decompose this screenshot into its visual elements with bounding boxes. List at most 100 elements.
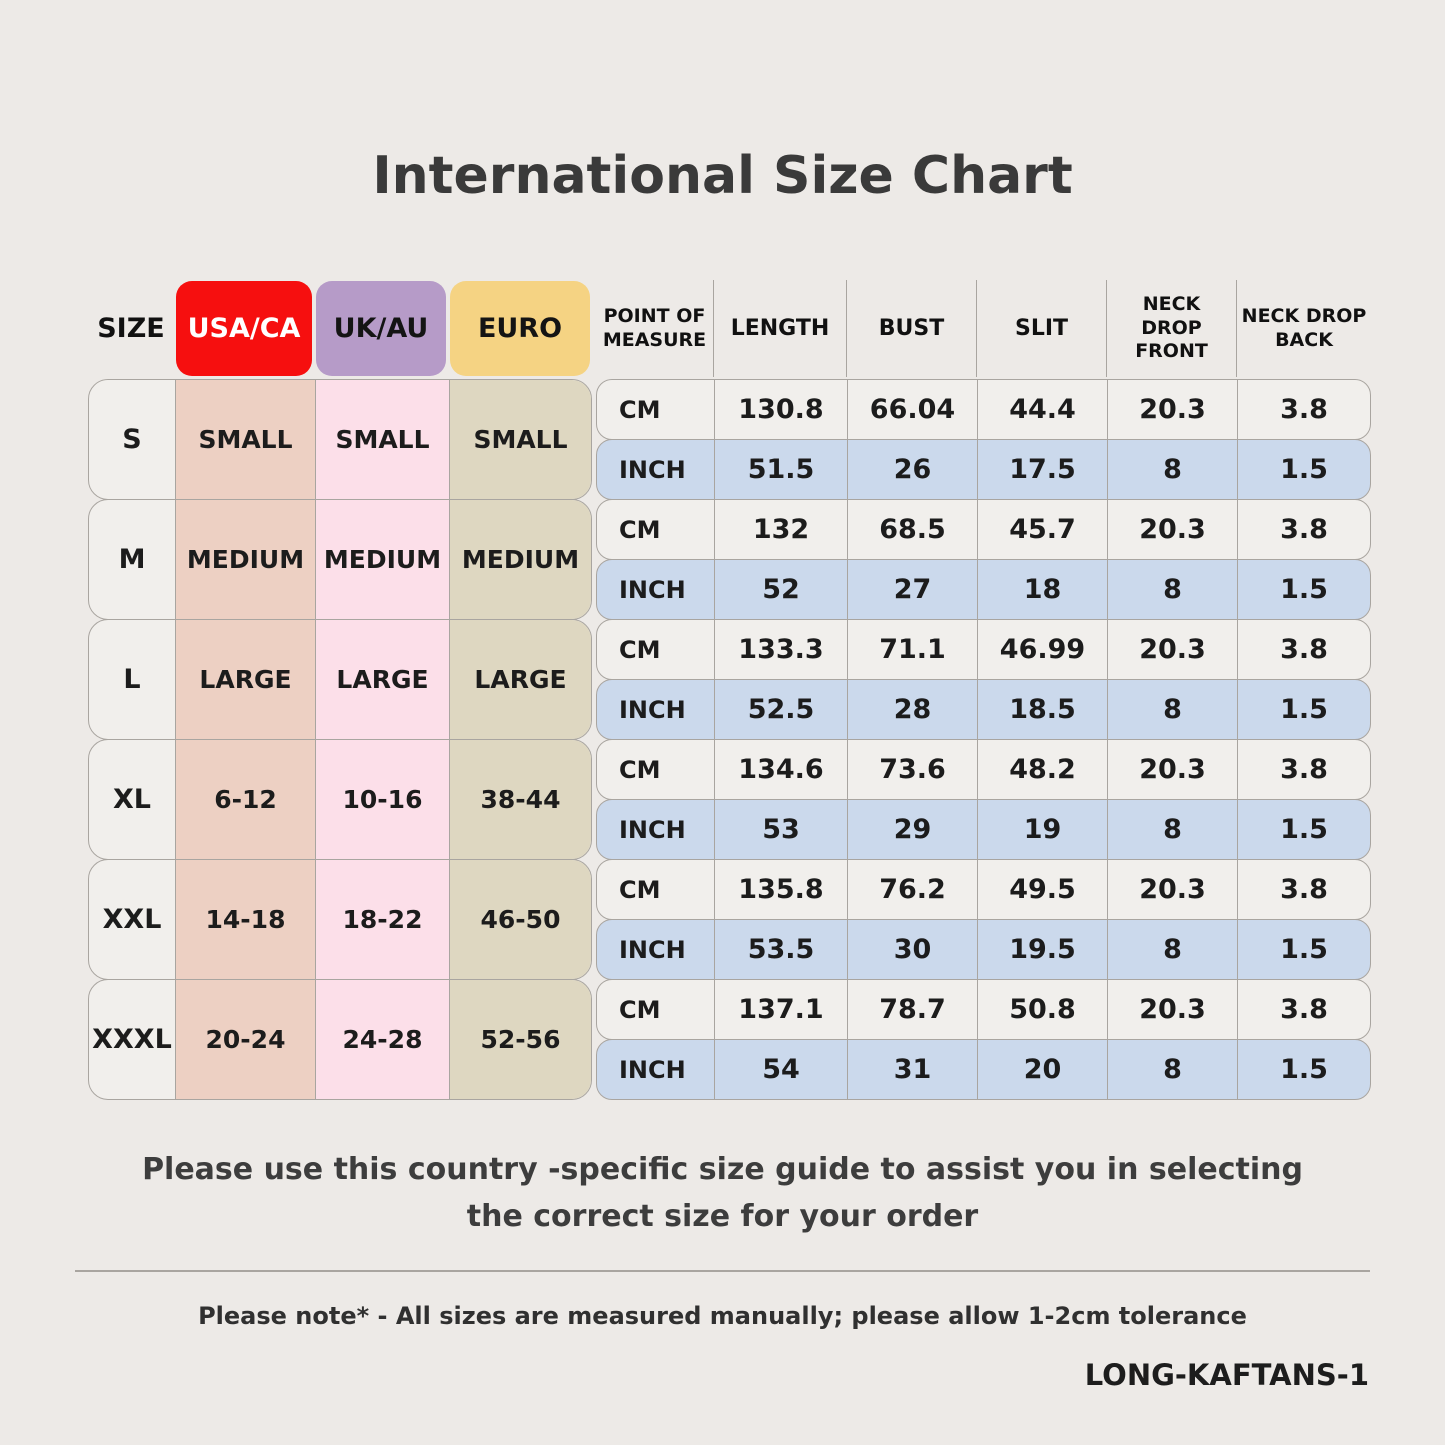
size-row-m: M MEDIUM MEDIUM MEDIUM <box>88 499 592 620</box>
bust-value: 29 <box>847 800 977 859</box>
neck-drop-front-value: 8 <box>1107 800 1237 859</box>
slit-value: 45.7 <box>977 500 1107 559</box>
bust-value: 30 <box>847 920 977 979</box>
inch-row: INCH 53 29 19 8 1.5 <box>596 799 1371 860</box>
unit-label-cm: CM <box>619 515 661 544</box>
measure-header-row: POINT OF MEASURE LENGTH BUST SLIT NECK D… <box>596 280 1371 377</box>
size-table-header-row: SIZE USA/CA UK/AU EURO <box>88 280 592 377</box>
bust-value: 73.6 <box>847 740 977 799</box>
neck-drop-front-value: 20.3 <box>1107 740 1237 799</box>
unit-label-inch: INCH <box>619 695 686 724</box>
usa-size-cell: 14-18 <box>175 860 315 979</box>
length-value: 52.5 <box>714 680 847 739</box>
slit-value: 46.99 <box>977 620 1107 679</box>
size-label: L <box>123 664 141 695</box>
tolerance-note: Please note* - All sizes are measured ma… <box>198 1302 1247 1330</box>
usa-size-cell: SMALL <box>175 380 315 499</box>
bust-value: 76.2 <box>847 860 977 919</box>
neck-drop-back-value: 1.5 <box>1237 920 1370 979</box>
usa-size-cell: 20-24 <box>175 980 315 1099</box>
measurements-table: POINT OF MEASURE LENGTH BUST SLIT NECK D… <box>596 280 1371 1100</box>
measure-block-xxl: CM 135.8 76.2 49.5 20.3 3.8 INCH 53.5 30… <box>596 859 1371 980</box>
uk-size-cell: LARGE <box>315 620 449 739</box>
unit-label-cm: CM <box>619 635 661 664</box>
neck-drop-front-value: 20.3 <box>1107 860 1237 919</box>
size-row-xl: XL 6-12 10-16 38-44 <box>88 739 592 860</box>
neck-drop-back-value: 1.5 <box>1237 440 1370 499</box>
neck-drop-front-value: 20.3 <box>1107 500 1237 559</box>
bust-value: 26 <box>847 440 977 499</box>
neck-drop-back-value: 1.5 <box>1237 560 1370 619</box>
point-of-measure-header: POINT OF MEASURE <box>602 304 707 351</box>
slit-value: 19 <box>977 800 1107 859</box>
measure-block-l: CM 133.3 71.1 46.99 20.3 3.8 INCH 52.5 2… <box>596 619 1371 740</box>
unit-label-cm: CM <box>619 875 661 904</box>
size-column-header: SIZE <box>97 313 165 344</box>
country-guide-line2: the correct size for your order <box>466 1199 979 1234</box>
euro-size-cell: MEDIUM <box>449 500 591 619</box>
length-value: 54 <box>714 1040 847 1099</box>
size-label: S <box>122 424 142 455</box>
length-value: 52 <box>714 560 847 619</box>
size-chart-tables: SIZE USA/CA UK/AU EURO S SMALL SMALL SMA… <box>88 280 1371 1100</box>
uk-size-cell: 18-22 <box>315 860 449 979</box>
country-guide-line1: Please use this country -specific size g… <box>142 1152 1303 1187</box>
size-row-l: L LARGE LARGE LARGE <box>88 619 592 740</box>
neck-drop-front-header: NECK DROP FRONT <box>1106 280 1236 377</box>
cm-row: CM 137.1 78.7 50.8 20.3 3.8 <box>596 979 1371 1040</box>
uk-size-cell: 24-28 <box>315 980 449 1099</box>
euro-size-cell: SMALL <box>449 380 591 499</box>
length-header: LENGTH <box>713 280 846 377</box>
euro-size-cell: LARGE <box>449 620 591 739</box>
size-equivalents-table: SIZE USA/CA UK/AU EURO S SMALL SMALL SMA… <box>88 280 592 1100</box>
length-value: 53.5 <box>714 920 847 979</box>
neck-drop-front-value: 20.3 <box>1107 980 1237 1039</box>
length-value: 132 <box>714 500 847 559</box>
slit-value: 20 <box>977 1040 1107 1099</box>
size-row-xxl: XXL 14-18 18-22 46-50 <box>88 859 592 980</box>
uk-size-cell: SMALL <box>315 380 449 499</box>
unit-label-inch: INCH <box>619 575 686 604</box>
length-value: 134.6 <box>714 740 847 799</box>
slit-value: 48.2 <box>977 740 1107 799</box>
size-label: XXL <box>102 904 162 935</box>
sku-label: LONG-KAFTANS-1 <box>1084 1358 1369 1392</box>
neck-drop-front-value: 8 <box>1107 440 1237 499</box>
unit-label-inch: INCH <box>619 815 686 844</box>
bust-value: 31 <box>847 1040 977 1099</box>
size-row-xxxl: XXXL 20-24 24-28 52-56 <box>88 979 592 1100</box>
neck-drop-front-value: 20.3 <box>1107 380 1237 439</box>
slit-value: 49.5 <box>977 860 1107 919</box>
neck-drop-back-value: 1.5 <box>1237 680 1370 739</box>
neck-drop-front-value: 8 <box>1107 920 1237 979</box>
neck-drop-back-value: 3.8 <box>1237 500 1370 559</box>
length-value: 53 <box>714 800 847 859</box>
bust-value: 71.1 <box>847 620 977 679</box>
inch-row: INCH 51.5 26 17.5 8 1.5 <box>596 439 1371 500</box>
neck-drop-front-value: 8 <box>1107 560 1237 619</box>
bust-value: 78.7 <box>847 980 977 1039</box>
neck-drop-front-value: 8 <box>1107 1040 1237 1099</box>
usa-size-cell: MEDIUM <box>175 500 315 619</box>
bust-header: BUST <box>846 280 976 377</box>
slit-value: 19.5 <box>977 920 1107 979</box>
slit-value: 17.5 <box>977 440 1107 499</box>
cm-row: CM 132 68.5 45.7 20.3 3.8 <box>596 499 1371 560</box>
euro-size-cell: 38-44 <box>449 740 591 859</box>
usa-size-cell: 6-12 <box>175 740 315 859</box>
length-value: 130.8 <box>714 380 847 439</box>
unit-label-inch: INCH <box>619 935 686 964</box>
page-title: International Size Chart <box>372 146 1073 206</box>
country-guide-text: Please use this country -specific size g… <box>0 1146 1445 1240</box>
cm-row: CM 134.6 73.6 48.2 20.3 3.8 <box>596 739 1371 800</box>
euro-header-chip: EURO <box>450 281 590 376</box>
inch-row: INCH 53.5 30 19.5 8 1.5 <box>596 919 1371 980</box>
euro-size-cell: 52-56 <box>449 980 591 1099</box>
length-value: 133.3 <box>714 620 847 679</box>
cm-row: CM 130.8 66.04 44.4 20.3 3.8 <box>596 379 1371 440</box>
uk-au-header-chip: UK/AU <box>316 281 446 376</box>
inch-row: INCH 54 31 20 8 1.5 <box>596 1039 1371 1100</box>
unit-label-cm: CM <box>619 995 661 1024</box>
measure-block-xl: CM 134.6 73.6 48.2 20.3 3.8 INCH 53 29 1… <box>596 739 1371 860</box>
